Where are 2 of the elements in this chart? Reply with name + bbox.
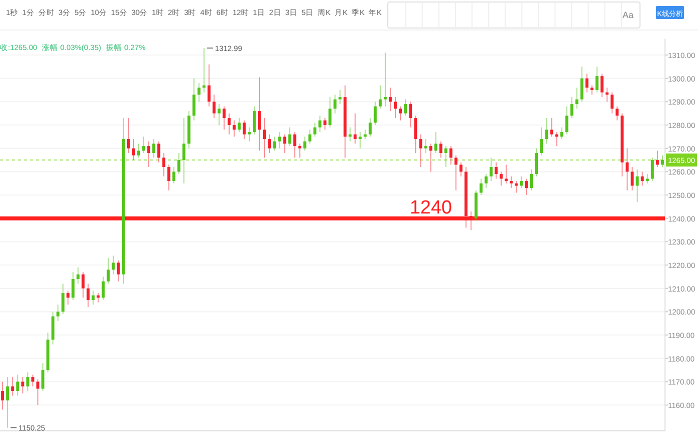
ref-line-label: 1240: [410, 197, 452, 218]
drawing-tools: Aa: [387, 2, 640, 28]
